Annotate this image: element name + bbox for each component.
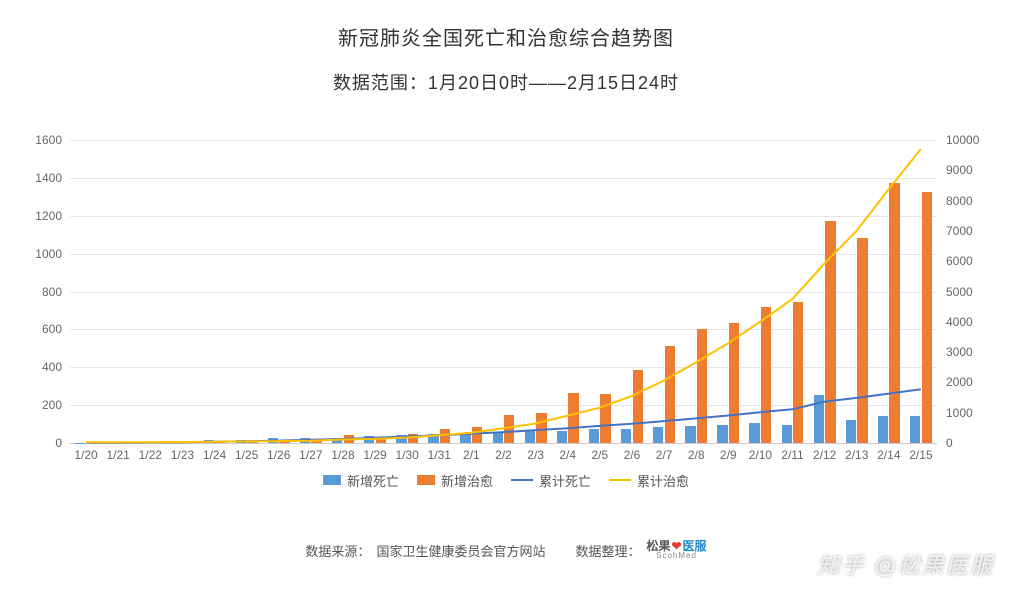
data-curator: 数据整理： 松果❤医服 ScohMed xyxy=(575,540,706,560)
x-tick: 2/3 xyxy=(527,448,544,462)
legend-label: 累计治愈 xyxy=(637,471,689,490)
y-right-tick: 2000 xyxy=(946,375,973,389)
x-tick: 2/14 xyxy=(877,448,900,462)
legend-item-cum_deaths: 累计死亡 xyxy=(511,471,591,490)
line-cum_cured xyxy=(86,149,921,442)
x-tick: 2/2 xyxy=(495,448,512,462)
x-axis: 1/20 1/21 1/22 1/23 1/24 1/25 1/26 1/27 1/28 1/29… xyxy=(70,446,937,466)
chart-subtitle: 数据范围：1月20日0时——2月15日24时 xyxy=(0,69,1012,95)
x-tick: 2/6 xyxy=(624,448,641,462)
y-axis-right: 0100020003000400050006000700080009000100… xyxy=(940,140,992,444)
y-right-tick: 0 xyxy=(946,436,953,450)
legend-label: 新增死亡 xyxy=(347,471,399,490)
x-tick: 2/15 xyxy=(909,448,932,462)
y-right-tick: 9000 xyxy=(946,163,973,177)
legend-swatch xyxy=(511,479,533,481)
chart-title: 新冠肺炎全国死亡和治愈综合趋势图 xyxy=(0,22,1012,51)
y-left-tick: 0 xyxy=(55,436,62,450)
x-tick: 1/20 xyxy=(74,448,97,462)
y-right-tick: 5000 xyxy=(946,285,973,299)
legend-label: 新增治愈 xyxy=(441,471,493,490)
y-right-tick: 7000 xyxy=(946,224,973,238)
watermark: 知乎 @松果医服 xyxy=(818,548,994,580)
y-left-tick: 1400 xyxy=(35,171,62,185)
x-tick: 2/7 xyxy=(656,448,673,462)
legend: 新增死亡 新增治愈 累计死亡 累计治愈 xyxy=(20,470,992,490)
source-label: 数据来源： xyxy=(305,541,370,560)
chart-area: 0 200 400 600 800 1000 1200 1400 1600 0 1000 2000 3… xyxy=(20,130,992,490)
plot-area xyxy=(70,140,937,444)
data-source: 数据来源： 国家卫生健康委员会官方网站 xyxy=(305,541,545,560)
x-tick: 2/13 xyxy=(845,448,868,462)
x-tick: 1/25 xyxy=(235,448,258,462)
x-tick: 1/31 xyxy=(428,448,451,462)
x-tick: 2/10 xyxy=(749,448,772,462)
line-cum_deaths xyxy=(86,389,921,443)
y-left-tick: 1000 xyxy=(35,247,62,261)
y-right-tick: 4000 xyxy=(946,315,973,329)
x-tick: 2/4 xyxy=(559,448,576,462)
curator-label: 数据整理： xyxy=(575,541,640,560)
x-tick: 2/8 xyxy=(688,448,705,462)
x-tick: 2/9 xyxy=(720,448,737,462)
y-right-tick: 10000 xyxy=(946,133,979,147)
y-left-tick: 400 xyxy=(42,360,62,374)
source-value: 国家卫生健康委员会官方网站 xyxy=(376,541,545,560)
y-right-tick: 6000 xyxy=(946,254,973,268)
x-tick: 2/5 xyxy=(591,448,608,462)
x-tick: 1/28 xyxy=(331,448,354,462)
x-tick: 2/1 xyxy=(463,448,480,462)
legend-item-cum_cured: 累计治愈 xyxy=(609,471,689,490)
x-tick: 2/12 xyxy=(813,448,836,462)
x-tick: 1/24 xyxy=(203,448,226,462)
y-left-tick: 1200 xyxy=(35,209,62,223)
legend-swatch xyxy=(417,475,435,485)
lines-layer xyxy=(70,140,937,443)
legend-swatch xyxy=(323,475,341,485)
curator-logo: 松果❤医服 ScohMed xyxy=(646,540,706,560)
logo-subtext: ScohMed xyxy=(656,552,697,560)
x-tick: 1/26 xyxy=(267,448,290,462)
legend-label: 累计死亡 xyxy=(539,471,591,490)
y-axis-left: 02004006008001000120014001600 xyxy=(20,140,68,444)
x-tick: 1/27 xyxy=(299,448,322,462)
y-right-tick: 1000 xyxy=(946,406,973,420)
x-tick: 1/23 xyxy=(171,448,194,462)
x-tick: 2/11 xyxy=(781,448,803,462)
legend-swatch xyxy=(609,479,631,481)
y-left-tick: 800 xyxy=(42,285,62,299)
x-tick: 1/30 xyxy=(395,448,418,462)
x-tick: 1/21 xyxy=(106,448,129,462)
x-tick: 1/29 xyxy=(363,448,386,462)
y-right-tick: 3000 xyxy=(946,345,973,359)
legend-item-new_deaths: 新增死亡 xyxy=(323,471,399,490)
y-left-tick: 600 xyxy=(42,322,62,336)
y-left-tick: 1600 xyxy=(35,133,62,147)
x-tick: 1/22 xyxy=(139,448,162,462)
y-left-tick: 200 xyxy=(42,398,62,412)
legend-item-new_cured: 新增治愈 xyxy=(417,471,493,490)
y-right-tick: 8000 xyxy=(946,194,973,208)
